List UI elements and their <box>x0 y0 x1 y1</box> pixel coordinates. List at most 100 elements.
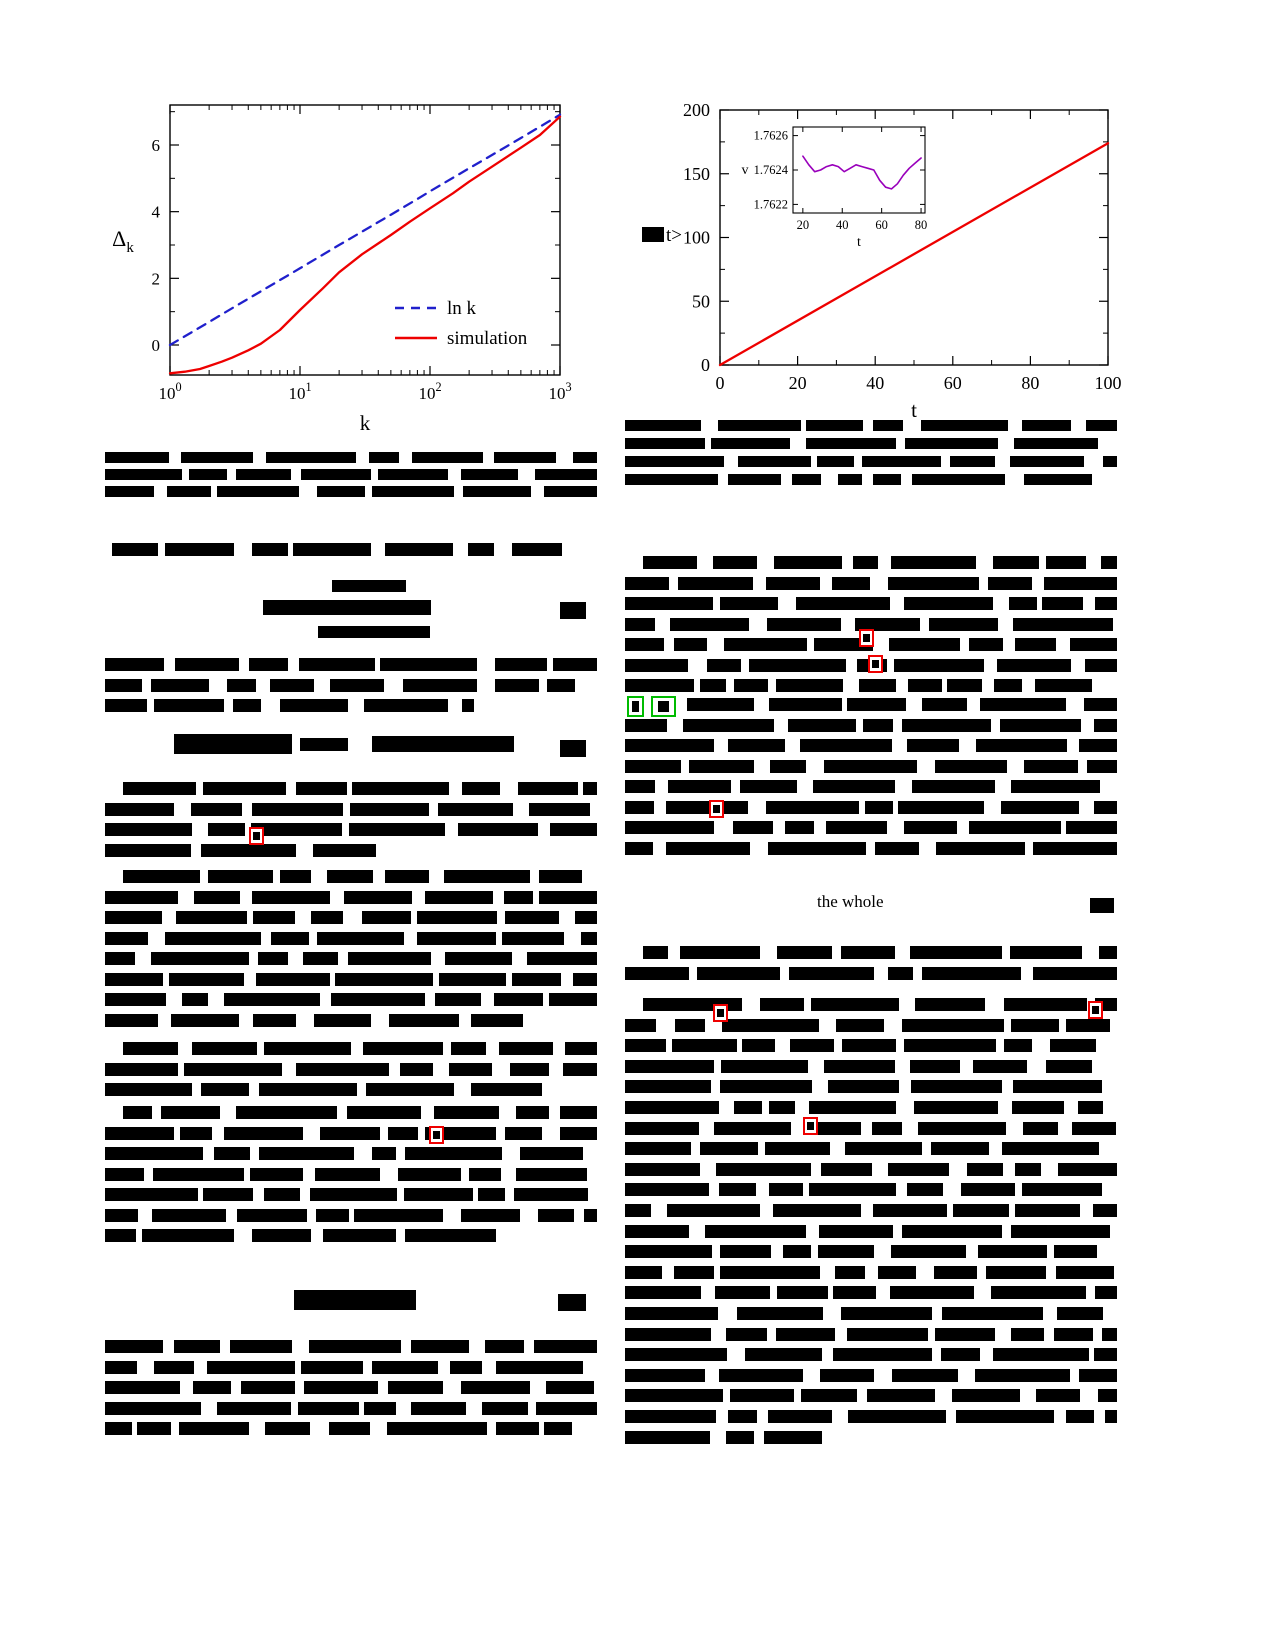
citation-link-box[interactable] <box>859 629 874 647</box>
redacted-text-bar <box>105 1208 139 1222</box>
redacted-text-bar <box>208 823 246 836</box>
redacted-text-bar <box>871 1121 903 1135</box>
redacted-text-bar <box>808 1101 897 1114</box>
citation-link-box[interactable] <box>429 1126 444 1144</box>
redacted-text-bar <box>947 679 983 692</box>
redacted-text-bar <box>207 1360 296 1374</box>
redacted-text-bar <box>673 638 707 651</box>
redacted-text-bar <box>539 890 597 904</box>
redacted-text-bar <box>625 739 714 752</box>
redacted-text-bar <box>105 658 164 671</box>
redacted-text-bar <box>824 759 918 773</box>
redacted-text-bar <box>877 1265 916 1279</box>
redacted-text-bar <box>236 1106 337 1119</box>
redacted-text-bar <box>768 1183 804 1197</box>
redacted-text-bar <box>252 1013 297 1027</box>
redacted-text-bar <box>1042 597 1084 610</box>
redacted-text-bar <box>385 543 453 556</box>
y-tick-label: 4 <box>152 203 161 222</box>
redacted-text-bar <box>759 998 804 1011</box>
redacted-text-bar <box>625 679 694 692</box>
growth-chart-svg: 0 20 40 60 80 100 0 50 100 150 200 t t> 1.7622 1.7624 1… <box>642 100 1122 422</box>
redacted-text-bar <box>217 1401 291 1415</box>
redacted-text-bar <box>513 1188 589 1201</box>
figure-ref-link-box[interactable] <box>627 696 644 717</box>
citation-link-box[interactable] <box>868 655 883 673</box>
redacted-text-bar <box>572 452 597 463</box>
redacted-text-bar <box>301 1360 364 1374</box>
redacted-text-bar <box>906 739 959 752</box>
redacted-text-bar <box>309 1340 401 1353</box>
redacted-text-bar <box>729 1389 794 1403</box>
redacted-text-bar <box>1009 456 1085 467</box>
series-ln-k <box>168 113 562 347</box>
redacted-text-bar <box>1057 1307 1103 1320</box>
redacted-text-bar <box>512 543 562 556</box>
redacted-text-bar <box>397 1167 461 1181</box>
citation-link-box[interactable] <box>803 1117 818 1135</box>
citation-link-box[interactable] <box>249 827 264 845</box>
redacted-text-bar <box>696 966 781 980</box>
redacted-text-bar <box>625 658 689 672</box>
redacted-text-bar <box>504 890 534 904</box>
y-tick-label: 50 <box>692 291 710 311</box>
redacted-text-bar <box>438 802 513 816</box>
redacted-text-bar <box>902 718 992 732</box>
redacted-text-bar <box>949 456 996 467</box>
redacted-text-bar <box>643 946 668 959</box>
redacted-text-bar <box>105 1188 199 1201</box>
redacted-text-bar <box>534 469 597 480</box>
redacted-text-bar <box>353 1208 443 1222</box>
inset-x-tick-label: 80 <box>915 218 928 232</box>
redacted-text-bar <box>320 1126 381 1140</box>
citation-link-box[interactable] <box>1088 1001 1103 1019</box>
redacted-link-number <box>807 1121 814 1131</box>
redacted-text-bar <box>966 1162 1003 1176</box>
redacted-text-bar <box>105 823 193 836</box>
citation-link-box[interactable] <box>713 1004 728 1022</box>
redacted-text-bar <box>890 1286 975 1300</box>
redacted-text-bar <box>1053 1245 1097 1259</box>
redacted-text-bar <box>1032 841 1117 855</box>
figure-ref-link-box[interactable] <box>651 696 676 717</box>
redacted-text-bar <box>105 911 163 924</box>
redacted-text-bar <box>930 1142 989 1156</box>
redacted-text-bar <box>105 1422 132 1435</box>
redacted-text-bar <box>518 782 578 795</box>
redacted-text-bar <box>368 452 400 463</box>
redacted-text-bar <box>723 638 807 651</box>
redacted-text-bar <box>252 911 295 924</box>
redacted-text-bar <box>105 469 183 480</box>
redacted-text-bar <box>625 1183 709 1197</box>
redacted-link-number <box>657 701 670 712</box>
inset-x-tick-label: 20 <box>797 218 810 232</box>
redacted-text-bar <box>562 1062 597 1076</box>
redacted-text-bar <box>775 679 843 692</box>
redacted-text-bar <box>233 699 262 712</box>
redacted-text-bar <box>105 1360 137 1374</box>
redacted-text-bar <box>478 1188 505 1201</box>
redacted-text-bar <box>837 474 863 485</box>
redacted-text-bar <box>625 576 670 590</box>
redacted-text-bar <box>539 870 582 883</box>
citation-link-box[interactable] <box>709 800 724 818</box>
redacted-text-bar <box>819 1368 875 1382</box>
redacted-text-bar <box>940 1348 980 1362</box>
redacted-text-bar <box>105 1126 174 1140</box>
redacted-text-bar <box>721 1018 820 1032</box>
y-tick-label: 2 <box>152 269 161 288</box>
redacted-text-bar <box>920 420 1008 431</box>
redacted-text-bar <box>816 456 855 467</box>
redacted-text-bar <box>866 1389 936 1403</box>
redacted-text-bar <box>349 823 445 836</box>
redacted-text-bar <box>1009 946 1083 959</box>
redacted-text-bar <box>625 597 713 610</box>
redacted-text-bar <box>674 1265 715 1279</box>
redacted-text-bar <box>388 1126 419 1140</box>
redacted-text-bar <box>791 474 822 485</box>
redacted-text-bar <box>365 1083 455 1096</box>
redacted-text-bar <box>806 420 863 431</box>
redacted-text-bar <box>992 1348 1089 1362</box>
redacted-text-bar <box>1010 1327 1045 1341</box>
series-simulation <box>168 115 562 375</box>
